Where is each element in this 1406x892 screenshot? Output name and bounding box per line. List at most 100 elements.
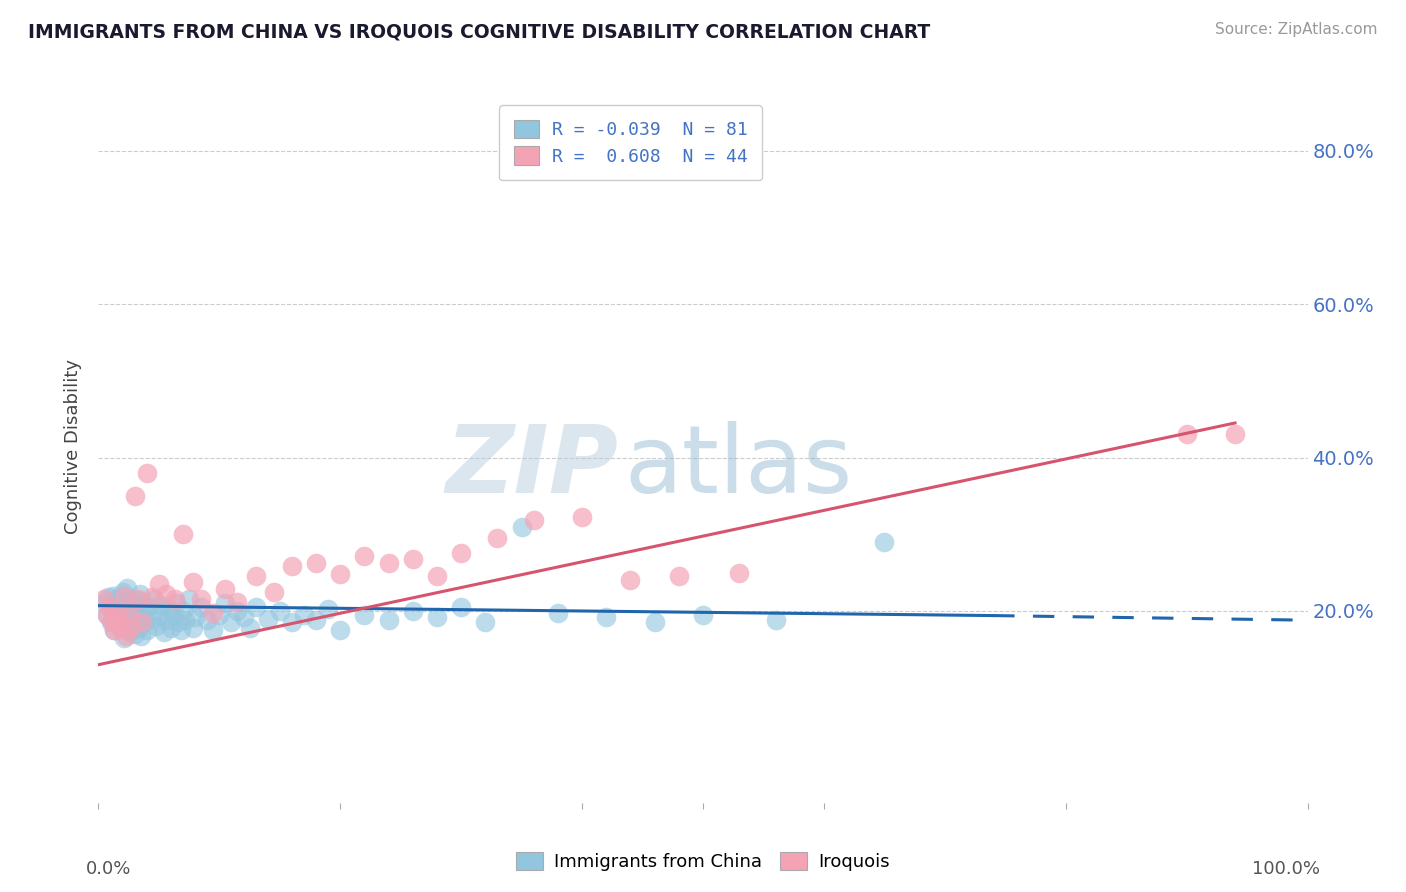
Point [150, 598, 173, 612]
Point [131, 595, 153, 609]
Point [281, 615, 304, 630]
Point [108, 595, 131, 609]
Point [100, 615, 122, 630]
Point [120, 621, 142, 635]
Point [148, 607, 170, 622]
Point [232, 610, 254, 624]
Y-axis label: Cognitive Disability: Cognitive Disability [65, 359, 83, 533]
Point [226, 595, 249, 609]
Point [122, 592, 145, 607]
Point [353, 607, 375, 622]
Point [305, 613, 328, 627]
Point [93, 596, 115, 610]
Point [728, 566, 751, 580]
Point [105, 592, 128, 607]
Legend: R = -0.039  N = 81, R =  0.608  N = 44: R = -0.039 N = 81, R = 0.608 N = 44 [499, 105, 762, 180]
Point [474, 615, 496, 630]
Point [181, 621, 204, 635]
Point [214, 582, 236, 597]
Text: ZIP: ZIP [446, 421, 619, 514]
Point [510, 519, 533, 533]
Point [96, 607, 118, 622]
Point [181, 574, 204, 589]
Point [179, 592, 201, 607]
Point [263, 584, 285, 599]
Point [202, 623, 225, 637]
Point [644, 615, 666, 630]
Point [174, 613, 197, 627]
Point [101, 589, 124, 603]
Point [145, 619, 167, 633]
Point [353, 549, 375, 563]
Point [93, 592, 115, 607]
Point [117, 581, 139, 595]
Point [426, 569, 449, 583]
Point [121, 617, 143, 632]
Point [214, 596, 236, 610]
Point [118, 625, 141, 640]
Point [184, 610, 207, 624]
Point [245, 569, 267, 583]
Point [114, 602, 136, 616]
Point [127, 610, 149, 624]
Legend: Immigrants from China, Iroquois: Immigrants from China, Iroquois [509, 845, 897, 879]
Text: atlas: atlas [624, 421, 852, 514]
Point [256, 612, 278, 626]
Point [103, 623, 125, 637]
Point [190, 600, 212, 615]
Text: IMMIGRANTS FROM CHINA VS IROQUOIS COGNITIVE DISABILITY CORRELATION CHART: IMMIGRANTS FROM CHINA VS IROQUOIS COGNIT… [28, 22, 931, 41]
Point [97, 590, 120, 604]
Point [329, 567, 352, 582]
Point [135, 623, 157, 637]
Point [107, 612, 129, 626]
Point [141, 612, 163, 626]
Point [668, 569, 690, 583]
Point [124, 489, 146, 503]
Point [100, 615, 122, 630]
Point [172, 604, 194, 618]
Point [619, 574, 641, 588]
Point [426, 610, 449, 624]
Point [377, 557, 399, 571]
Point [450, 600, 472, 615]
Point [523, 513, 546, 527]
Point [100, 600, 122, 615]
Point [127, 592, 149, 607]
Point [329, 623, 352, 637]
Point [692, 607, 714, 622]
Point [239, 621, 262, 635]
Point [165, 596, 187, 610]
Point [169, 623, 191, 637]
Point [96, 607, 118, 622]
Point [129, 628, 152, 642]
Point [104, 606, 127, 620]
Point [128, 587, 150, 601]
Point [108, 613, 131, 627]
Point [135, 466, 157, 480]
Point [110, 621, 132, 635]
Point [127, 621, 149, 635]
Point [202, 606, 225, 620]
Point [105, 606, 128, 620]
Point [111, 584, 134, 599]
Point [155, 613, 177, 627]
Point [143, 592, 166, 607]
Point [1223, 427, 1246, 442]
Point [118, 607, 141, 622]
Point [765, 613, 787, 627]
Point [195, 613, 218, 627]
Point [226, 604, 249, 618]
Point [208, 607, 231, 622]
Point [221, 615, 243, 630]
Point [157, 602, 180, 616]
Point [450, 546, 472, 560]
Point [141, 590, 163, 604]
Point [118, 598, 141, 612]
Point [110, 621, 132, 635]
Point [103, 623, 125, 637]
Point [160, 621, 183, 635]
Text: 0.0%: 0.0% [86, 860, 132, 878]
Point [115, 613, 138, 627]
Point [98, 600, 121, 615]
Point [152, 625, 174, 640]
